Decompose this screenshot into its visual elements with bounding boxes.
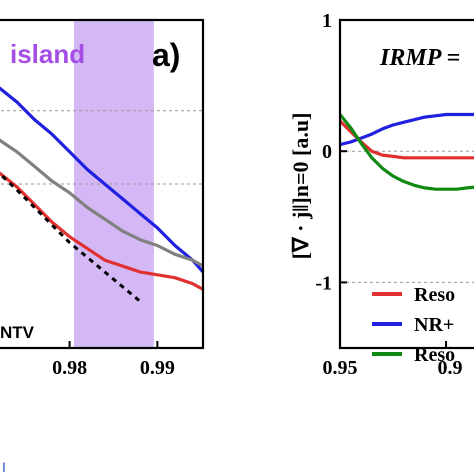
panel-b-xtick-label: 0.95 bbox=[323, 357, 358, 379]
footer-mark: I bbox=[2, 459, 6, 474]
panel-b-annotation: IRMP = bbox=[379, 45, 460, 71]
panel-a-ticks: 0.98 0.99 bbox=[52, 341, 175, 379]
legend-label: NR+ bbox=[414, 314, 454, 336]
panel-a-series-line bbox=[0, 171, 204, 291]
panel-b-ytick-label: 1 bbox=[322, 10, 332, 32]
panel-b-series-line bbox=[339, 112, 474, 147]
panel-b-xtick-label: 0.9 bbox=[438, 357, 463, 379]
panel-b-annotation-text: IRMP = bbox=[379, 45, 460, 71]
panel-a-plot-area bbox=[0, 20, 205, 348]
legend-label: Reso bbox=[414, 284, 455, 306]
panel-a-label: a) bbox=[152, 37, 180, 73]
ntv-annotation: NTV bbox=[0, 323, 35, 342]
legend-label: Reso bbox=[414, 344, 455, 366]
panel-b-ylabel: [∇ · j‖]n=0 [a.u] bbox=[288, 113, 313, 260]
panel-b-frame bbox=[338, 18, 474, 350]
panel-b-ticks: 1 0 -1 0.95 0.9 bbox=[315, 10, 462, 379]
panel-a-band-label: island bbox=[10, 39, 85, 69]
panel-b: 1 0 -1 0.95 0.9 IRMP = [∇ · j‖]n=0 [a.u] Res… bbox=[288, 10, 474, 379]
panel-b-series-line bbox=[338, 113, 474, 191]
panel-b-ytick-label: -1 bbox=[315, 272, 332, 294]
panel-a-xtick-label: 0.99 bbox=[140, 357, 175, 379]
panel-b-ytick-label: 0 bbox=[322, 141, 332, 163]
panel-b-legend: Reso NR+ Reso bbox=[372, 284, 455, 366]
panel-a: 0.98 0.99 island a) NTV bbox=[0, 18, 205, 379]
panel-a-frame bbox=[0, 18, 205, 350]
panel-a-series-line bbox=[0, 172, 141, 303]
panel-a-series-line bbox=[0, 138, 204, 268]
panel-a-series-line bbox=[0, 86, 205, 273]
panel-a-xtick-label: 0.98 bbox=[52, 357, 87, 379]
panel-b-plot-area bbox=[338, 112, 474, 283]
